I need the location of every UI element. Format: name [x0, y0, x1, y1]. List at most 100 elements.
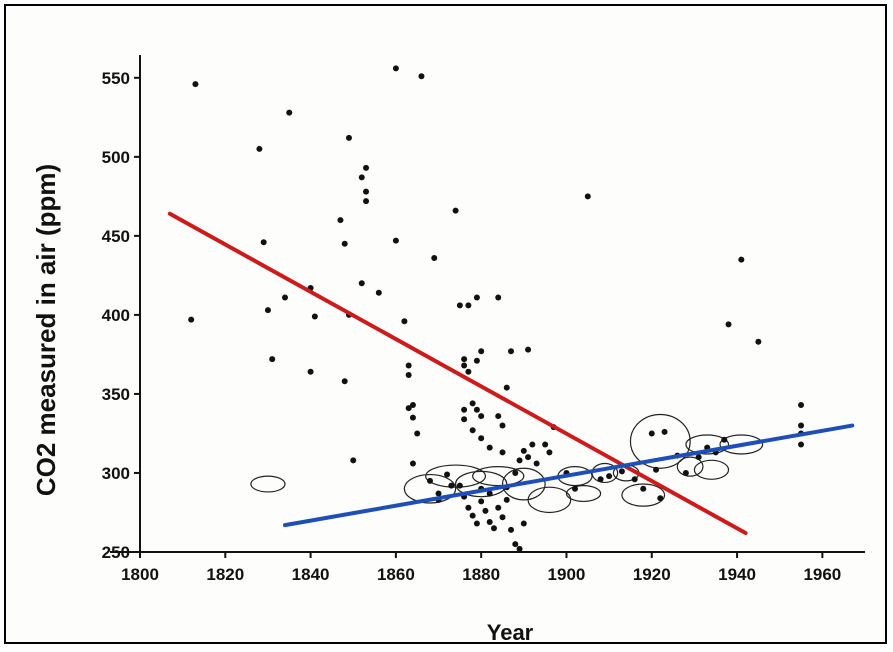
x-tick-label: 1880: [462, 565, 500, 584]
data-point: [482, 507, 489, 514]
data-point: [350, 457, 357, 464]
trend-lines: [167, 211, 855, 536]
data-point: [307, 368, 314, 375]
data-point: [490, 525, 497, 532]
data-point: [495, 294, 502, 301]
data-point: [516, 545, 523, 552]
cluster-ellipse: [719, 434, 764, 455]
data-point: [341, 240, 348, 247]
data-point: [473, 520, 480, 527]
cluster-ellipse: [676, 456, 704, 477]
data-point: [405, 405, 412, 412]
data-point: [375, 289, 382, 296]
data-point: [657, 495, 664, 502]
data-point: [461, 356, 468, 363]
data-point: [725, 321, 732, 328]
data-point: [465, 368, 472, 375]
data-points: [188, 65, 805, 552]
data-point: [358, 280, 365, 287]
x-axis-label: Year: [487, 620, 534, 645]
data-point: [311, 313, 318, 320]
y-tick-label: 350: [102, 385, 130, 404]
y-tick-label: 400: [102, 306, 130, 325]
x-tick-label: 1940: [718, 565, 756, 584]
data-point: [469, 400, 476, 407]
data-point: [486, 444, 493, 451]
data-point: [486, 518, 493, 525]
data-point: [499, 449, 506, 456]
data-point: [512, 469, 519, 476]
cluster-ellipse: [472, 466, 525, 487]
data-point: [618, 468, 625, 475]
data-point: [503, 496, 510, 503]
data-point: [418, 73, 425, 80]
x-tick-label: 1900: [548, 565, 586, 584]
data-point: [473, 406, 480, 413]
data-point: [798, 422, 805, 429]
data-point: [584, 193, 591, 200]
y-tick-label: 500: [102, 148, 130, 167]
data-point: [256, 145, 263, 152]
data-point: [260, 239, 267, 246]
data-point: [409, 460, 416, 467]
axes: 250 300 350 400 450 500 550 1800 1820 1840 1860 188…: [102, 55, 865, 584]
data-point: [499, 422, 506, 429]
data-point: [427, 477, 433, 484]
data-point: [546, 449, 553, 456]
data-point: [444, 471, 451, 478]
cluster-ellipse: [425, 464, 487, 488]
data-point: [695, 454, 702, 461]
data-point: [516, 457, 523, 464]
data-point: [431, 255, 438, 261]
data-point: [448, 482, 455, 489]
x-tick-label: 1840: [292, 565, 330, 584]
data-point: [661, 428, 668, 435]
data-point: [286, 109, 293, 116]
data-point: [798, 402, 805, 408]
data-point: [341, 378, 348, 385]
data-point: [465, 302, 472, 309]
blue-trend-line: [283, 423, 855, 528]
data-point: [392, 237, 399, 244]
data-point: [495, 504, 502, 511]
y-tick-label: 250: [102, 543, 130, 562]
data-point: [469, 512, 476, 519]
x-tick-label: 1860: [377, 565, 415, 584]
data-point: [499, 514, 506, 521]
data-point: [648, 430, 655, 437]
data-point: [363, 164, 370, 171]
data-point: [282, 294, 288, 301]
data-point: [606, 473, 613, 480]
cluster-ellipse: [565, 485, 602, 503]
cluster-ellipse: [527, 486, 572, 514]
data-point: [456, 302, 463, 309]
data-point: [478, 498, 485, 505]
data-point: [363, 198, 370, 205]
data-point: [409, 414, 416, 421]
data-point: [525, 454, 532, 461]
data-point: [520, 447, 527, 454]
data-point: [269, 356, 276, 363]
data-point: [495, 413, 502, 420]
y-tick-label: 550: [102, 69, 130, 88]
data-point: [738, 256, 745, 263]
data-point: [572, 485, 578, 492]
data-point: [525, 346, 532, 353]
data-point: [264, 307, 271, 314]
data-point: [192, 81, 199, 88]
y-axis-label: CO2 measured in air (ppm): [31, 164, 61, 496]
data-point: [414, 430, 421, 437]
data-point: [405, 362, 412, 369]
chart-frame: [4, 4, 887, 644]
data-point: [486, 490, 493, 497]
data-point: [508, 526, 515, 533]
cluster-ellipse: [454, 470, 508, 498]
y-tick-label: 450: [102, 227, 130, 246]
data-point: [533, 460, 540, 467]
data-point: [465, 504, 472, 511]
cluster-ellipse: [501, 467, 546, 501]
data-point: [345, 134, 352, 141]
x-tick-label: 1920: [633, 565, 671, 584]
data-point: [473, 294, 480, 301]
